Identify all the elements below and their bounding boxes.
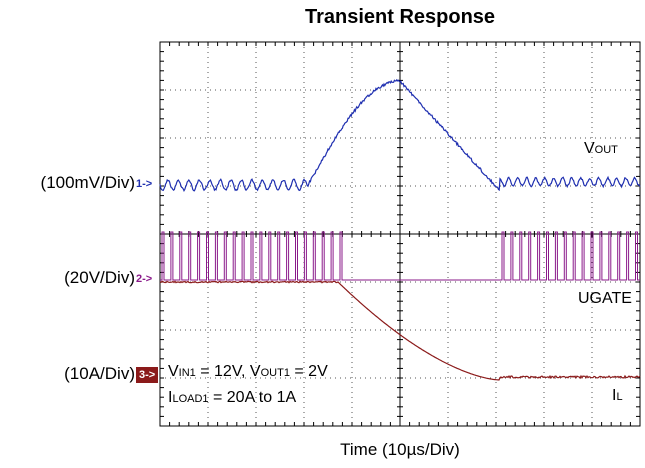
vin-value: = 12V, — [196, 363, 250, 380]
vout-trace-label: VOUT — [584, 140, 618, 158]
vout1-value: = 2V — [290, 363, 328, 380]
vout-label-main: V — [584, 140, 595, 157]
vin-main: V — [168, 363, 179, 380]
il-trace-label: IL — [612, 387, 623, 405]
condition-line-2: ILOAD1 = 20A to 1A — [168, 389, 296, 407]
ugate-label-main: UGATE — [578, 290, 632, 307]
vout-label-sub: OUT — [595, 144, 618, 156]
vout1-main: V — [250, 363, 261, 380]
ugate-trace-label: UGATE — [578, 290, 632, 308]
iload-value: = 20A to 1A — [209, 389, 297, 406]
il-label-sub: L — [616, 391, 622, 403]
vin-sub: IN1 — [179, 367, 196, 379]
x-axis-label: Time (10µs/Div) — [160, 440, 640, 460]
vout1-sub: OUT1 — [261, 367, 290, 379]
condition-line-1: VIN1 = 12V, VOUT1 = 2V — [168, 363, 328, 381]
iload-sub: LOAD1 — [172, 393, 208, 405]
